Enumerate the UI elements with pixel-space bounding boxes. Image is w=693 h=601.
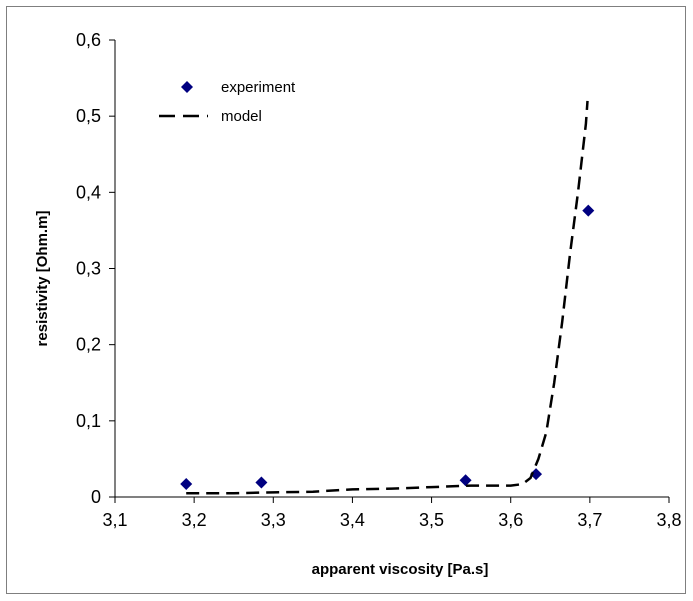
y-axis-ticks: 0 0,1 0,2 0,3 0,4 0,5 0,6 — [76, 30, 115, 507]
x-tick-label: 3,2 — [182, 510, 207, 530]
y-tick-label: 0,4 — [76, 182, 101, 202]
y-axis-title: resistivity [Ohm.m] — [34, 211, 51, 347]
x-axis-title: apparent viscosity [Pa.s] — [312, 561, 489, 578]
experiment-point — [530, 468, 543, 481]
x-tick-label: 3,8 — [656, 510, 681, 530]
x-tick-label: 3,4 — [340, 510, 365, 530]
y-tick-label: 0,6 — [76, 30, 101, 50]
legend-label-model: model — [221, 108, 262, 125]
legend-label-experiment: experiment — [221, 79, 296, 96]
series-layer — [180, 100, 595, 495]
model-line — [186, 100, 589, 495]
experiment-point — [582, 204, 595, 217]
legend: experiment model — [159, 79, 296, 125]
y-tick-label: 0,5 — [76, 106, 101, 126]
experiment-point — [459, 474, 472, 487]
y-tick-label: 0,1 — [76, 411, 101, 431]
legend-marker-experiment — [181, 81, 193, 93]
x-axis-ticks: 3,1 3,2 3,3 3,4 3,5 3,6 3,7 3,8 — [102, 497, 682, 530]
y-tick-label: 0 — [91, 487, 101, 507]
chart-frame — [6, 6, 686, 594]
y-tick-label: 0,3 — [76, 259, 101, 279]
x-tick-label: 3,6 — [498, 510, 523, 530]
x-tick-label: 3,5 — [419, 510, 444, 530]
y-tick-label: 0,2 — [76, 335, 101, 355]
x-tick-label: 3,7 — [577, 510, 602, 530]
x-tick-label: 3,3 — [261, 510, 286, 530]
x-tick-label: 3,1 — [102, 510, 127, 530]
experiment-point — [180, 478, 193, 491]
experiment-point — [255, 476, 268, 489]
